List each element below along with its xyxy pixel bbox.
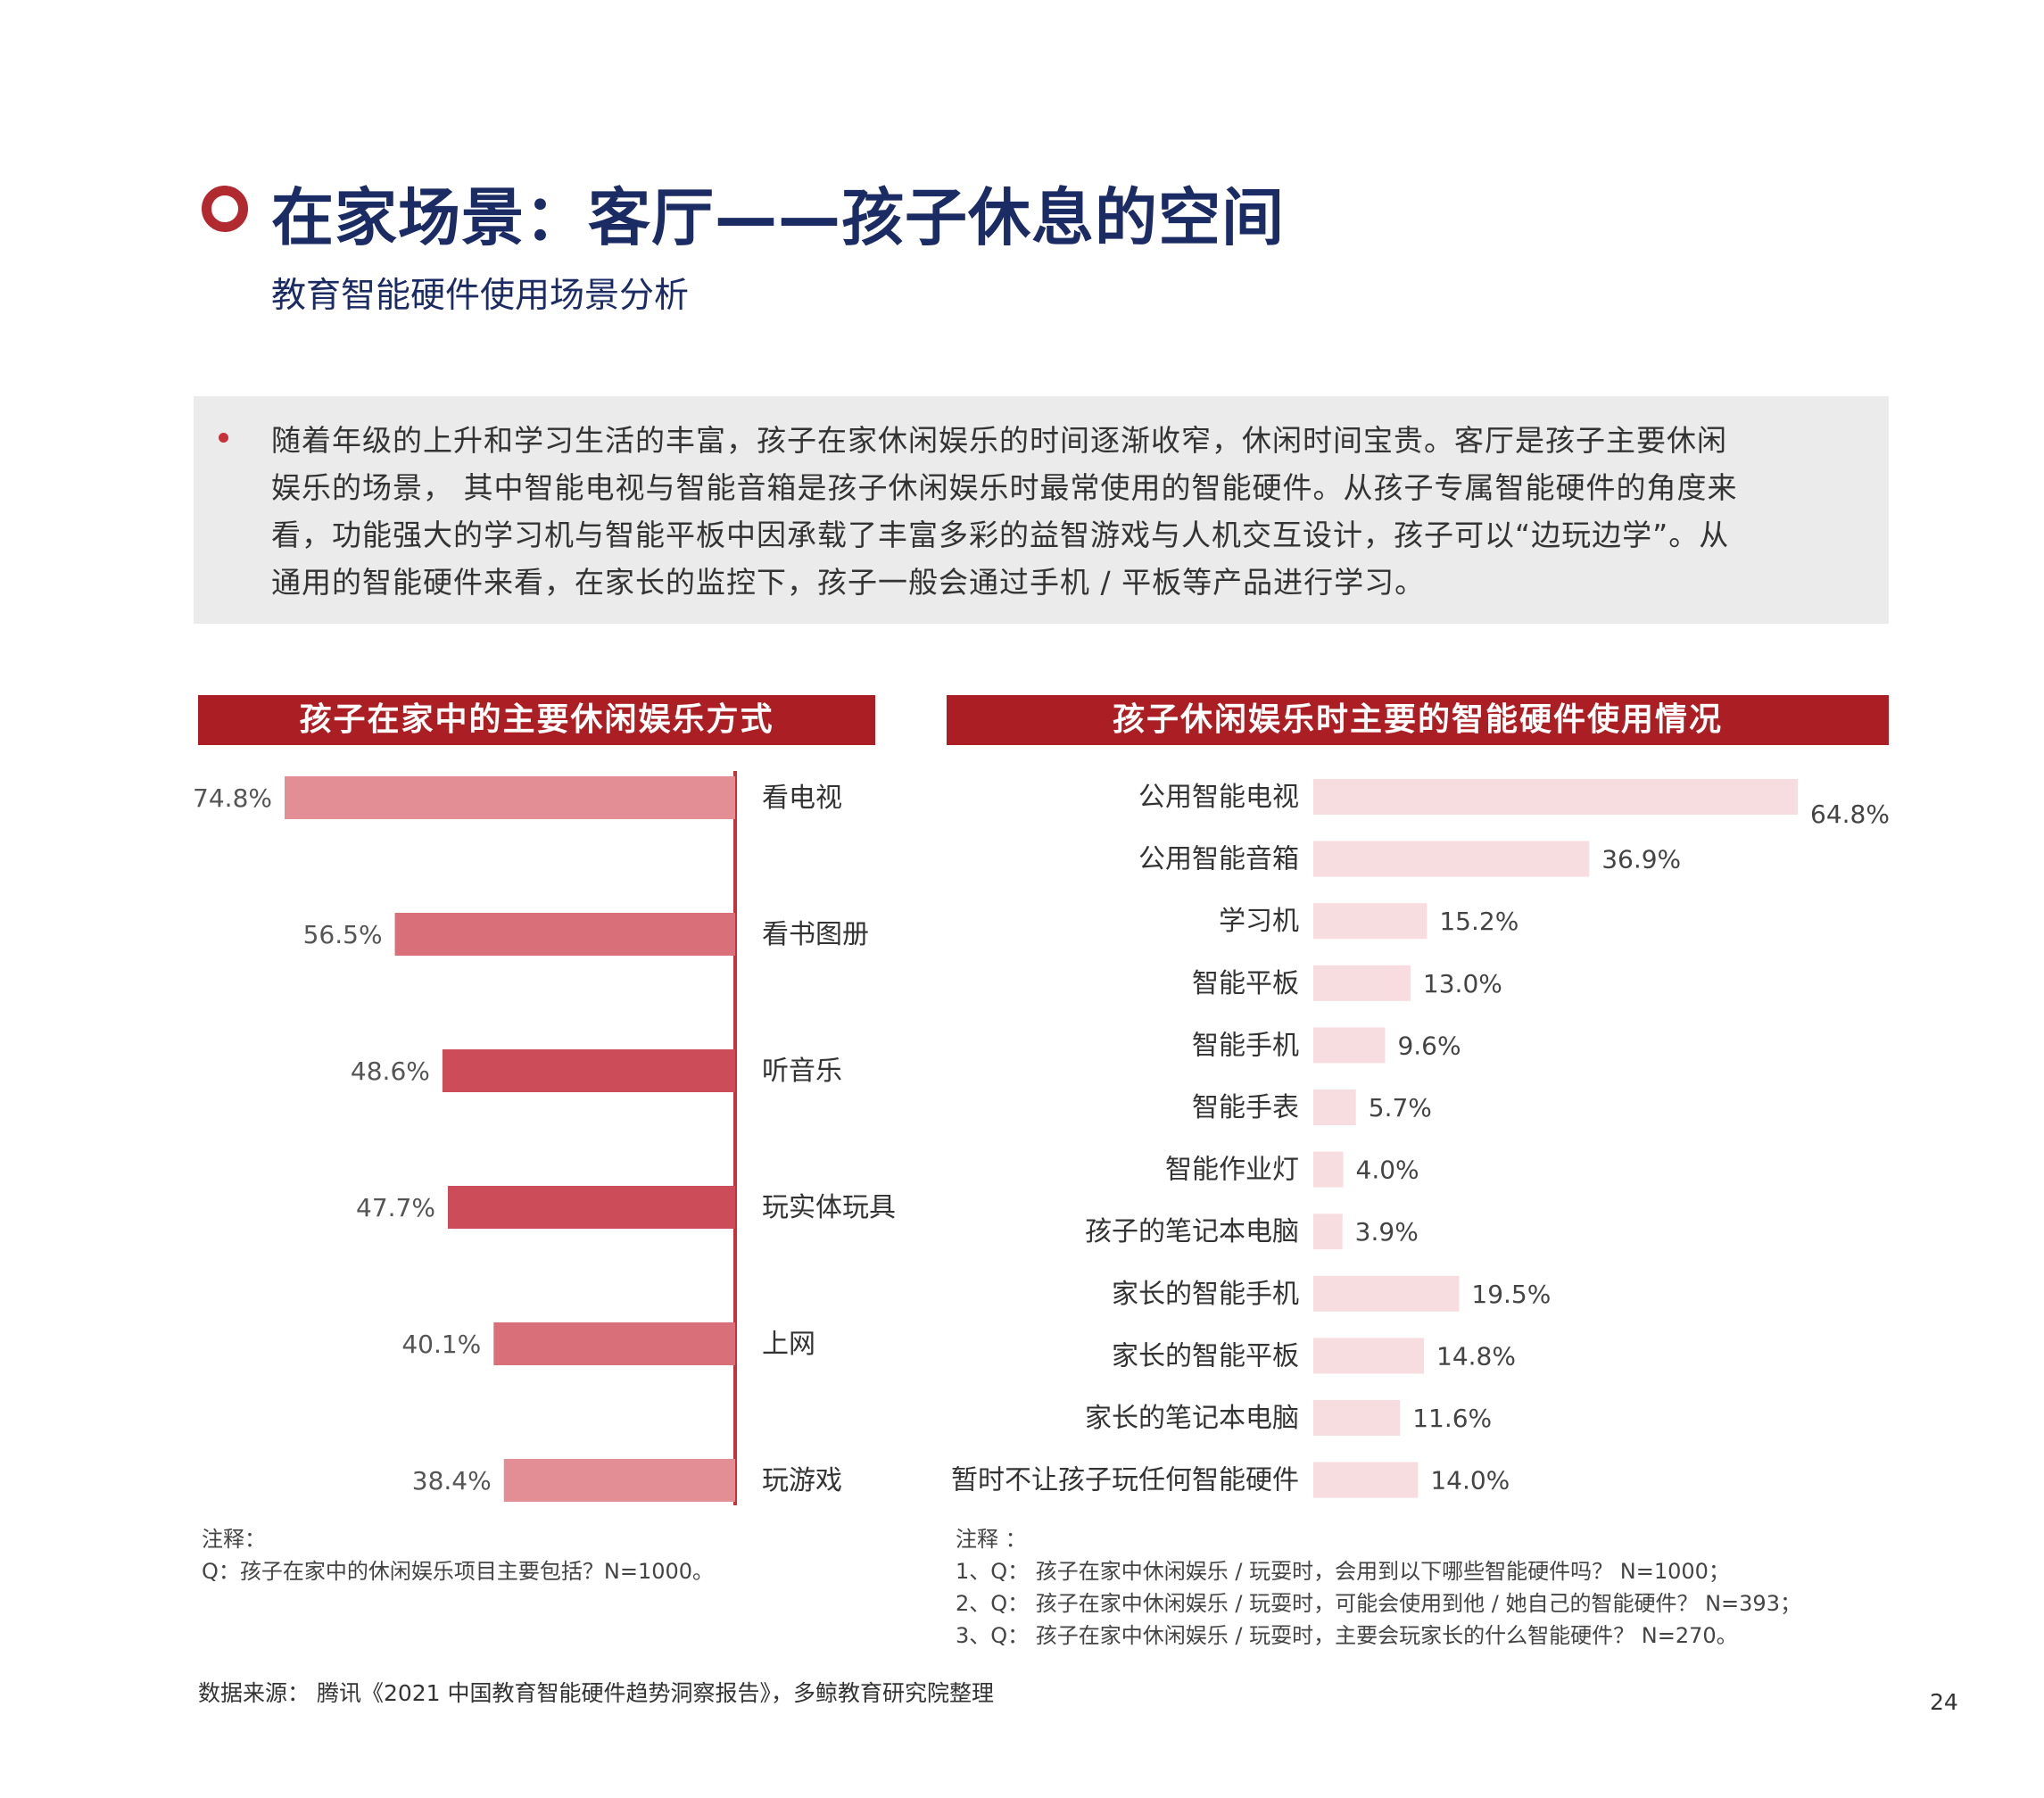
right-category-label: 学习机 (1219, 906, 1299, 937)
left-category-label: 玩实体玩具 (762, 1192, 896, 1223)
summary-box (194, 396, 1889, 624)
right-category-label: 智能手机 (1192, 1030, 1299, 1061)
right-category-label: 家长的笔记本电脑 (1085, 1403, 1299, 1434)
left-bar (442, 1049, 735, 1092)
right-category-label: 家长的智能手机 (1112, 1279, 1299, 1310)
right-bar (1313, 1462, 1419, 1498)
left-bar-value-label: 38.4% (412, 1466, 492, 1496)
right-category-label: 智能手表 (1192, 1092, 1299, 1123)
right-bar-value-label: 14.0% (1430, 1466, 1510, 1496)
left-chart-title: 孩子在家中的主要休闲娱乐方式 (198, 695, 875, 745)
left-bar-value-label: 56.5% (303, 920, 383, 949)
left-bar (447, 1186, 735, 1229)
right-bar-value-label: 11.6% (1412, 1404, 1492, 1433)
left-category-label: 看电视 (762, 783, 842, 814)
page-number: 24 (1930, 1689, 1958, 1715)
right-bar-value-label: 5.7% (1369, 1093, 1432, 1123)
page-subtitle: 教育智能硬件使用场景分析 (271, 276, 690, 316)
right-bar-value-label: 3.9% (1355, 1217, 1419, 1247)
left-category-label: 上网 (762, 1329, 815, 1360)
right-bar (1313, 965, 1411, 1001)
title-ring-icon (202, 186, 248, 232)
right-category-label: 暂时不让孩子玩任何智能硬件 (951, 1465, 1299, 1496)
right-category-label: 家长的智能平板 (1112, 1340, 1299, 1371)
right-bar (1313, 779, 1798, 815)
right-bar (1313, 1151, 1344, 1188)
left-bar (493, 1322, 735, 1365)
right-bar (1313, 1027, 1386, 1064)
right-category-label: 孩子的笔记本电脑 (1085, 1216, 1299, 1247)
left-category-label: 看书图册 (762, 919, 869, 950)
right-bar-value-label: 15.2% (1439, 907, 1519, 936)
right-bar-value-label: 64.8% (1810, 800, 1890, 829)
left-bar-value-label: 47.7% (356, 1193, 435, 1222)
left-note: 注释： Q：孩子在家中的休闲娱乐项目主要包括？N=1000。 (202, 1527, 715, 1584)
right-bar (1313, 1090, 1356, 1125)
right-bar-value-label: 19.5% (1471, 1280, 1551, 1309)
left-bar-value-label: 48.6% (351, 1056, 430, 1086)
right-bar-value-label: 36.9% (1601, 845, 1681, 874)
right-category-label: 公用智能电视 (1138, 782, 1299, 813)
right-category-label: 智能作业灯 (1165, 1155, 1299, 1186)
left-bar-value-label: 40.1% (401, 1330, 481, 1359)
data-source: 数据来源： 腾讯《2021 中国教育智能硬件趋势洞察报告》，多鲸教育研究院整理 (198, 1680, 995, 1706)
right-bar-value-label: 13.0% (1423, 969, 1502, 998)
page-title: 在家场景：客厅——孩子休息的空间 (271, 181, 1285, 254)
right-bar (1313, 1338, 1425, 1374)
right-bar (1313, 1275, 1460, 1312)
right-bar (1313, 841, 1590, 877)
right-bar (1313, 1214, 1343, 1250)
right-chart-title: 孩子休闲娱乐时主要的智能硬件使用情况 (947, 695, 1889, 745)
summary-line: 通用的智能硬件来看，在家长的监控下，孩子一般会通过手机 / 平板等产品进行学习。 (271, 565, 1426, 600)
bullet-icon (219, 433, 228, 443)
right-bar-value-label: 9.6% (1397, 1031, 1461, 1060)
summary-text: 随着年级的上升和学习生活的丰富，孩子在家休闲娱乐的时间逐渐收窄，休闲时间宝贵。客… (271, 417, 1859, 606)
right-bar-value-label: 4.0% (1356, 1156, 1419, 1185)
left-bar (394, 913, 735, 956)
summary-line: 娱乐的场景， 其中智能电视与智能音箱是孩子休闲娱乐时最常使用的智能硬件。从孩子专… (271, 470, 1738, 505)
right-category-label: 公用智能音箱 (1138, 844, 1299, 875)
summary-line: 看，功能强大的学习机与智能平板中因承载了丰富多彩的益智游戏与人机交互设计，孩子可… (271, 518, 1730, 552)
right-bar-value-label: 14.8% (1436, 1341, 1516, 1371)
left-category-label: 听音乐 (762, 1056, 842, 1087)
right-category-label: 智能平板 (1192, 968, 1299, 999)
left-category-label: 玩游戏 (762, 1465, 842, 1496)
summary-line: 随着年级的上升和学习生活的丰富，孩子在家休闲娱乐的时间逐渐收窄，休闲时间宝贵。客… (271, 423, 1727, 458)
left-bar-value-label: 74.8% (193, 783, 272, 813)
left-bar (285, 776, 735, 819)
right-bar (1313, 1400, 1401, 1436)
left-bar (503, 1459, 735, 1502)
right-bar (1313, 903, 1427, 940)
right-note: 注释 ： 1、Q： 孩子在家中休闲娱乐 / 玩耍时，会用到以下哪些智能硬件吗？ … (956, 1527, 1801, 1648)
